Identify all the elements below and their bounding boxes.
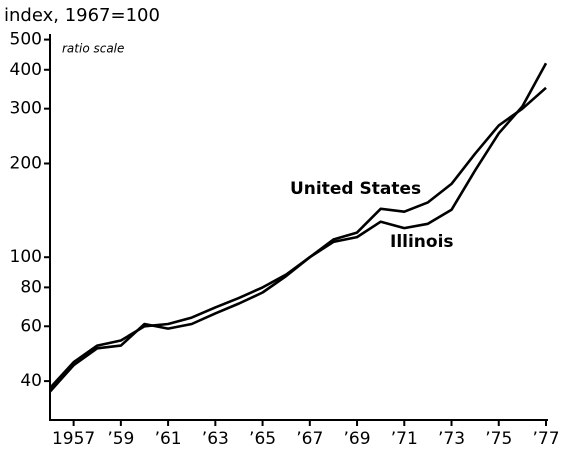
series-label: Illinois [390, 232, 454, 252]
series-label: United States [290, 179, 421, 199]
y-tick-label: 400 [10, 60, 42, 80]
x-tick-label: ’63 [202, 429, 229, 449]
x-tick-label: ’73 [438, 429, 465, 449]
x-tick-label: ’65 [249, 429, 276, 449]
y-tick-label: 200 [10, 153, 42, 173]
x-tick-label: ’75 [485, 429, 512, 449]
y-tick-label: 80 [20, 277, 42, 297]
x-tick-label: 1957 [52, 429, 95, 449]
series-line [49, 62, 548, 393]
y-tick-label: 300 [10, 99, 42, 119]
y-tick-label: 500 [10, 30, 42, 50]
x-tick-label: ’69 [344, 429, 371, 449]
chart-title: index, 1967=100 [4, 5, 160, 26]
x-tick-label: ’77 [532, 429, 559, 449]
chart-subtitle: ratio scale [62, 42, 124, 56]
y-tick-label: 40 [20, 371, 42, 391]
x-tick-label: ’71 [391, 429, 418, 449]
x-tick-label: ’67 [296, 429, 323, 449]
x-tick-label: ’61 [155, 429, 182, 449]
y-tick-label: 100 [10, 247, 42, 267]
x-tick-label: ’59 [107, 429, 134, 449]
y-tick-label: 60 [20, 316, 42, 336]
